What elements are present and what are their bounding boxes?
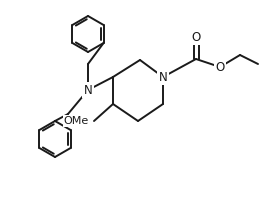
Text: OMe: OMe [64, 116, 89, 126]
Text: O: O [191, 31, 201, 44]
Text: N: N [159, 71, 167, 84]
Text: N: N [84, 84, 92, 97]
Text: O: O [215, 60, 225, 73]
